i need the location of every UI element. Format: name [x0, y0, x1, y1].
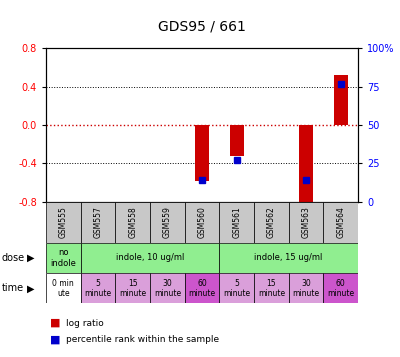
Bar: [150, 273, 185, 303]
Bar: [334, 75, 348, 125]
Bar: [46, 202, 81, 243]
Text: GSM559: GSM559: [163, 206, 172, 238]
Text: log ratio: log ratio: [66, 318, 104, 328]
Bar: [185, 202, 219, 243]
Text: 0 min
ute: 0 min ute: [52, 278, 74, 298]
Bar: [323, 273, 358, 303]
Bar: [81, 243, 219, 273]
Bar: [115, 273, 150, 303]
Text: dose: dose: [2, 253, 25, 263]
Text: ▶: ▶: [28, 283, 35, 293]
Bar: [46, 243, 81, 273]
Bar: [230, 125, 244, 156]
Text: GSM555: GSM555: [59, 206, 68, 238]
Bar: [195, 125, 209, 181]
Bar: [219, 273, 254, 303]
Bar: [289, 202, 323, 243]
Text: GSM560: GSM560: [198, 206, 206, 238]
Bar: [219, 202, 254, 243]
Bar: [323, 202, 358, 243]
Bar: [254, 273, 289, 303]
Text: GSM561: GSM561: [232, 206, 241, 238]
Bar: [219, 243, 358, 273]
Bar: [115, 202, 150, 243]
Bar: [185, 273, 219, 303]
Bar: [299, 125, 313, 203]
Text: ▶: ▶: [28, 253, 35, 263]
Text: ■: ■: [50, 334, 60, 344]
Text: 30
minute: 30 minute: [154, 278, 181, 298]
Bar: [289, 273, 323, 303]
Text: GSM557: GSM557: [94, 206, 102, 238]
Text: GSM558: GSM558: [128, 206, 137, 238]
Text: GDS95 / 661: GDS95 / 661: [158, 20, 246, 34]
Text: 15
minute: 15 minute: [258, 278, 285, 298]
Text: time: time: [2, 283, 24, 293]
Text: indole, 10 ug/ml: indole, 10 ug/ml: [116, 253, 184, 262]
Text: 60
minute: 60 minute: [327, 278, 354, 298]
Bar: [81, 202, 115, 243]
Text: 5
minute: 5 minute: [223, 278, 250, 298]
Text: percentile rank within the sample: percentile rank within the sample: [66, 335, 219, 344]
Text: 15
minute: 15 minute: [119, 278, 146, 298]
Text: no
indole: no indole: [50, 248, 76, 268]
Text: GSM562: GSM562: [267, 206, 276, 238]
Text: GSM564: GSM564: [336, 206, 345, 238]
Text: 60
minute: 60 minute: [188, 278, 216, 298]
Bar: [254, 202, 289, 243]
Bar: [81, 273, 115, 303]
Text: 5
minute: 5 minute: [84, 278, 112, 298]
Text: ■: ■: [50, 318, 60, 328]
Text: 30
minute: 30 minute: [292, 278, 320, 298]
Bar: [150, 202, 185, 243]
Bar: [46, 273, 81, 303]
Text: GSM563: GSM563: [302, 206, 310, 238]
Text: indole, 15 ug/ml: indole, 15 ug/ml: [254, 253, 323, 262]
